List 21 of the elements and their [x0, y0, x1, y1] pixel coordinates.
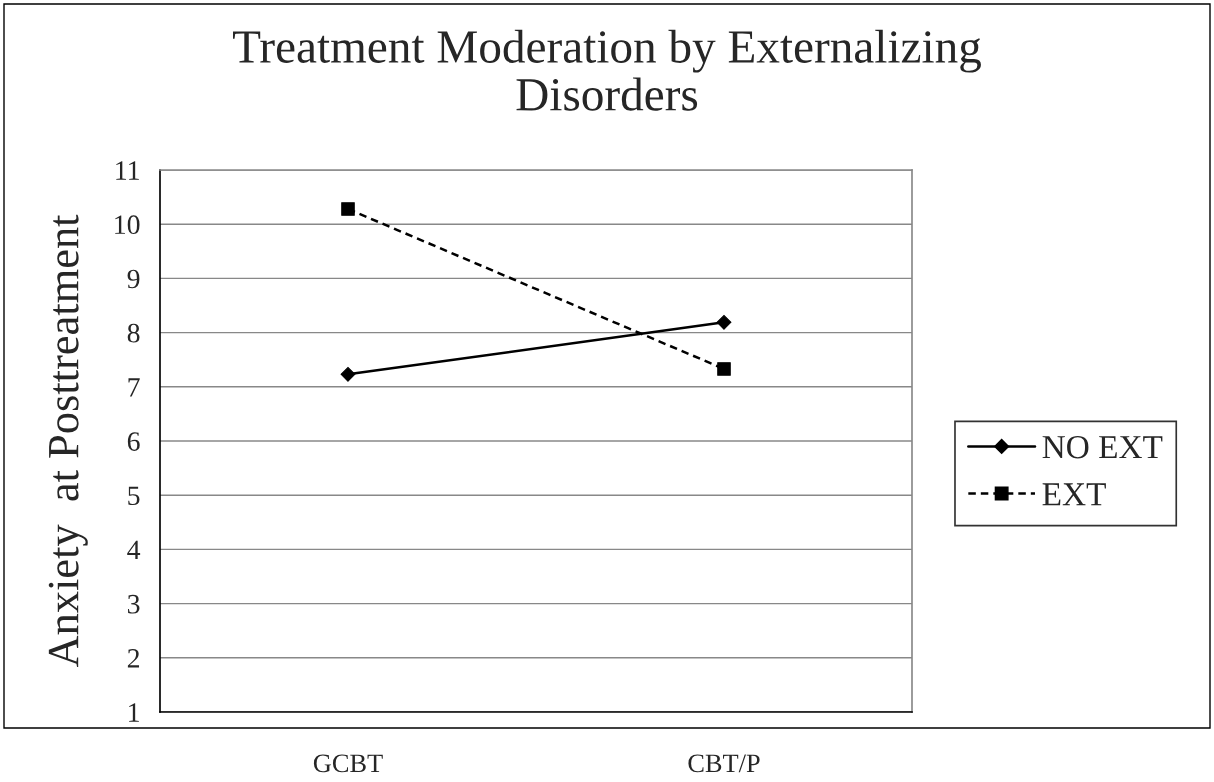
y-tick-label: 11	[116, 161, 139, 180]
y-tick-label: 4	[127, 540, 141, 560]
y-tick-label: 3	[127, 594, 140, 614]
y-tick-label: 5	[128, 486, 140, 506]
point	[341, 202, 355, 216]
x-tick-label: CBT/P	[688, 754, 760, 773]
y-tick-label: 1	[129, 703, 139, 722]
y-tick-label: 7	[128, 378, 140, 397]
point	[716, 314, 732, 330]
y-tick-label: 10	[115, 215, 140, 235]
y-axis-title: Anxiety at Posttreatment	[48, 214, 88, 668]
x-tick-label: GCBT	[313, 754, 383, 773]
legend-label: NO EXT	[1042, 436, 1163, 459]
y-tick-label: 2	[127, 649, 140, 668]
y-tick-label: 9	[127, 269, 140, 289]
chart-title: Treatment Moderation by Externalizing Disorders	[233, 29, 981, 111]
point	[340, 366, 356, 382]
legend-label: EXT	[1042, 483, 1106, 506]
y-tick-label: 8	[127, 323, 140, 343]
point	[717, 362, 731, 376]
y-tick-label: 6	[127, 432, 140, 451]
